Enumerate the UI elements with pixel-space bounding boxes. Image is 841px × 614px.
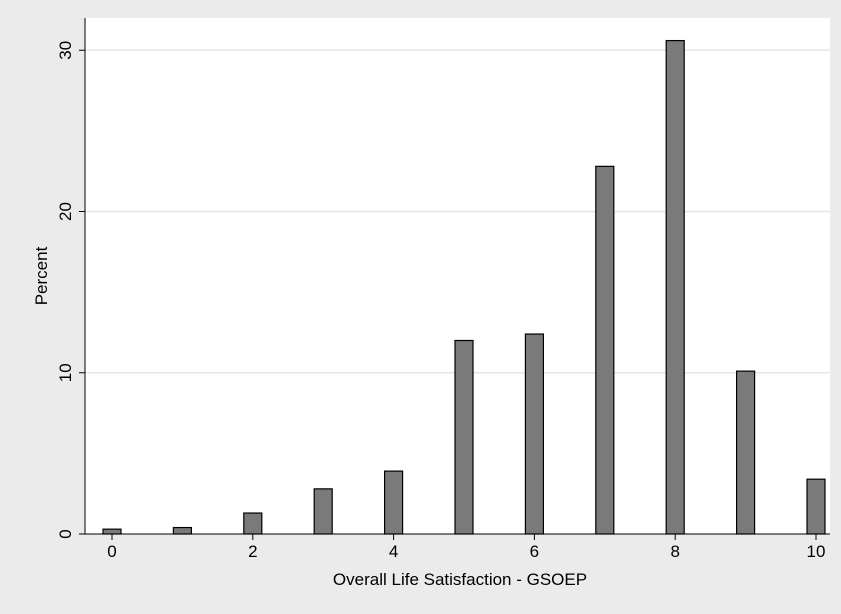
bar-7 <box>595 165 615 535</box>
bar-1 <box>172 526 192 535</box>
y-axis-title: Percent <box>32 246 51 305</box>
x-tick-label-10: 10 <box>807 542 826 561</box>
bar-5 <box>454 339 474 535</box>
x-tick-label-2: 2 <box>248 542 257 561</box>
y-tick-label-10: 10 <box>56 363 75 382</box>
bar-9 <box>735 370 756 535</box>
bar-0 <box>102 528 122 535</box>
x-tick-label-6: 6 <box>530 542 539 561</box>
bar-2 <box>243 512 263 535</box>
y-tick-label-20: 20 <box>56 202 75 221</box>
x-tick-label-0: 0 <box>107 542 116 561</box>
x-tick-label-4: 4 <box>389 542 398 561</box>
x-axis-title: Overall Life Satisfaction - GSOEP <box>333 570 587 589</box>
axes <box>84 18 830 535</box>
ticks: 0 10 20 30 0 2 4 6 8 10 <box>56 41 825 561</box>
bar-4 <box>384 470 404 535</box>
bar-6 <box>524 333 545 535</box>
bar-10 <box>806 478 826 535</box>
bar-8 <box>665 39 685 535</box>
y-tick-label-30: 30 <box>56 41 75 60</box>
bars <box>102 39 826 535</box>
y-tick-label-0: 0 <box>56 529 75 538</box>
bar-3 <box>313 488 333 535</box>
x-tick-label-8: 8 <box>670 542 679 561</box>
